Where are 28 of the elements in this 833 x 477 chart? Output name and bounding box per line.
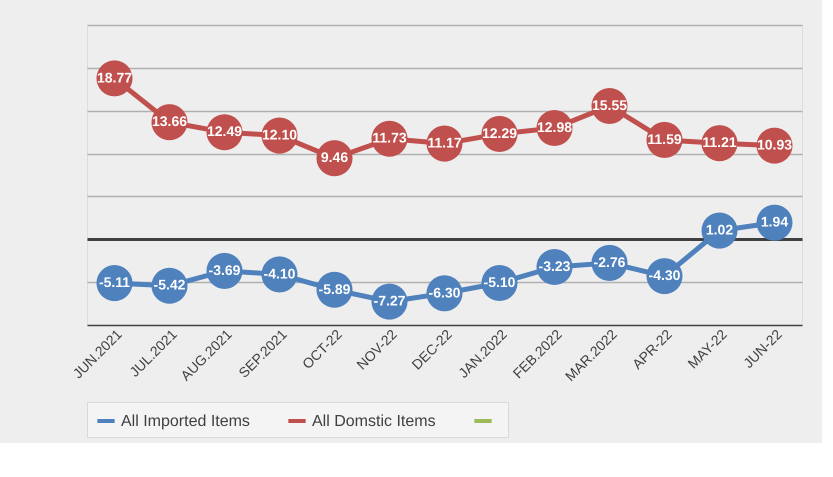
data-label: 11.73 (372, 130, 407, 146)
data-label: 13.66 (152, 113, 188, 130)
data-label: -5.42 (154, 276, 186, 293)
data-label: 11.21 (702, 134, 737, 150)
data-label: -3.23 (538, 258, 571, 274)
data-label: -5.89 (318, 280, 351, 297)
data-label: -2.76 (594, 254, 626, 270)
data-label: 12.10 (262, 126, 298, 143)
data-label: -6.30 (428, 284, 461, 300)
data-label: 15.55 (592, 97, 628, 113)
data-label: -5.11 (98, 274, 130, 290)
data-label: 11.17 (427, 134, 462, 151)
data-label: -4.30 (648, 267, 681, 284)
legend-label: All Domstic Items (312, 413, 436, 430)
data-label: 11.59 (647, 130, 682, 147)
data-label: 1.94 (760, 214, 788, 230)
data-label: 18.77 (96, 69, 132, 86)
legend-label: All Imported Items (121, 413, 250, 430)
data-label: 12.98 (536, 119, 572, 136)
data-label: -7.27 (374, 292, 406, 309)
data-label: 1.02 (706, 222, 734, 238)
data-label: 12.49 (206, 123, 242, 140)
data-label: -5.10 (484, 274, 516, 290)
data-label: 12.29 (482, 124, 518, 141)
data-label: -3.69 (208, 262, 241, 278)
data-label: -4.10 (264, 265, 296, 282)
data-label: 9.46 (320, 149, 348, 166)
data-label: 10.93 (756, 136, 792, 153)
